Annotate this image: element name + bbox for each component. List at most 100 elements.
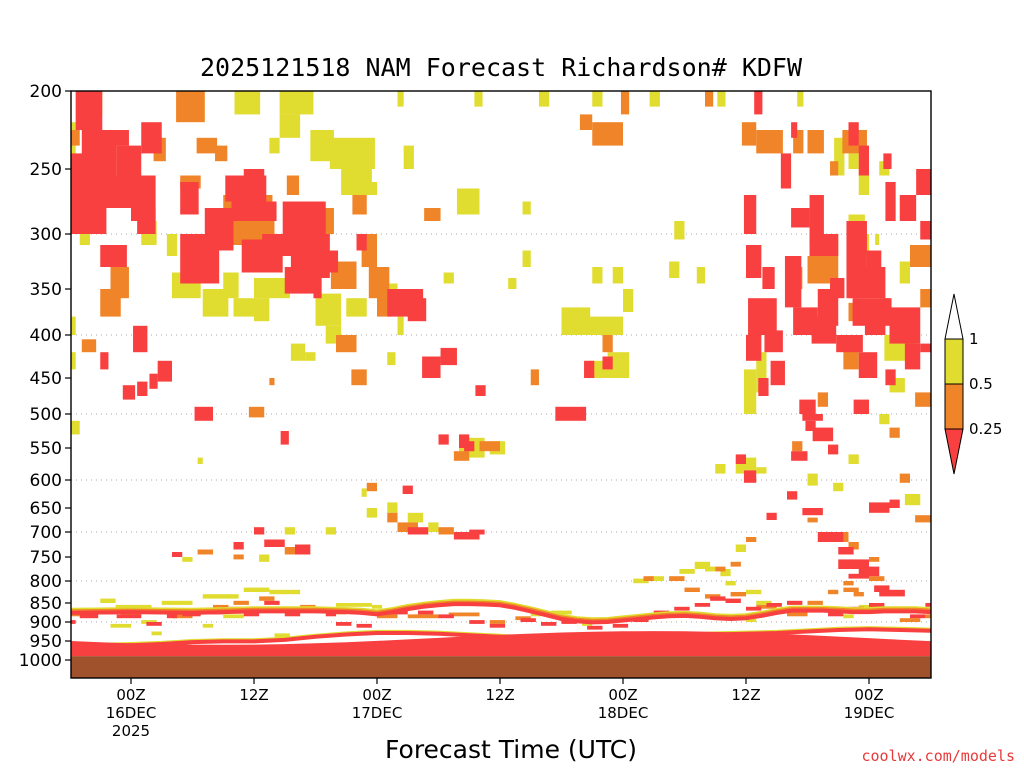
cell-0-25-0-5-10 — [215, 145, 228, 162]
credit-text: coolwx.com/models — [861, 747, 1015, 765]
cell--0-25-80 — [748, 298, 777, 335]
cell-0-25-0-5-96 — [746, 537, 757, 542]
band-2 — [71, 602, 931, 625]
cell--0-25-156 — [766, 603, 782, 607]
cell--0-25-72 — [920, 221, 931, 240]
cell--0-25-109 — [848, 573, 869, 579]
cell-0-25-0-5-24 — [579, 114, 593, 130]
cell--0-25-154 — [725, 598, 741, 603]
cell-0-5-1-41 — [346, 298, 367, 317]
cell-0-5-1-61 — [858, 169, 869, 195]
cell--0-25-75 — [754, 91, 763, 115]
cell-0-5-1-103 — [274, 633, 290, 638]
cell-0-25-0-5-33 — [830, 161, 839, 176]
x-tick-label-54-1: 18DEC — [598, 704, 649, 722]
cell--0-25-120 — [8, 611, 22, 622]
cell-0-5-1-19 — [538, 91, 550, 107]
cell-0-5-1-55 — [674, 221, 685, 240]
cell--0-25-99 — [464, 441, 475, 452]
cell-0-5-1-85 — [269, 589, 301, 595]
cell--0-25-163 — [910, 614, 926, 619]
cell--0-25-144 — [520, 618, 536, 622]
cell-0-5-1-121 — [807, 473, 818, 486]
cell--0-25-119 — [933, 298, 946, 316]
cell-0-25-0-5-17 — [352, 195, 367, 215]
cell-0-5-1-126 — [899, 261, 910, 284]
cell-0-25-0-5-28 — [741, 122, 757, 146]
cell-0-5-1-59 — [756, 352, 767, 393]
cell-0-5-1-20 — [592, 91, 603, 107]
cell--0-25-5 — [71, 182, 86, 208]
cell-0-5-1-94 — [725, 581, 736, 586]
cell-0-5-1-49 — [582, 316, 623, 335]
cell--0-25-71 — [916, 169, 931, 195]
cell-0-5-1-66 — [875, 234, 880, 245]
cell-0-5-1-123 — [848, 454, 859, 464]
cell-0-25-0-5-72 — [377, 614, 398, 619]
cell-0-5-1-113 — [182, 557, 193, 562]
legend-bin-red — [944, 428, 964, 475]
cell--0-25-101 — [453, 532, 480, 540]
cell-0-25-0-5-14 — [266, 221, 275, 245]
cell-0-5-1-95 — [746, 589, 762, 595]
cell--0-25-61 — [836, 335, 863, 353]
cell--0-25-51 — [809, 234, 839, 256]
cell-0-25-0-5-45 — [336, 335, 357, 353]
cell-0-5-1-93 — [720, 569, 731, 577]
cell--0-25-84 — [758, 378, 769, 396]
cell--0-25-39 — [194, 406, 213, 421]
cell-0-5-1-112 — [20, 532, 28, 540]
cell-0-5-1-6 — [234, 91, 261, 115]
cell-0-5-1-102 — [223, 614, 244, 619]
cell-0-25-0-5-7 — [39, 195, 64, 221]
cell-0-5-1-56 — [696, 267, 705, 284]
cell--0-25-111 — [879, 589, 905, 597]
cell--0-25-145 — [541, 622, 557, 626]
cell-0-5-1-52 — [592, 267, 603, 284]
cell-0-25-0-5-49 — [530, 369, 539, 386]
cell-0-5-1-116 — [325, 527, 336, 535]
cell-0-25-0-5-98 — [807, 517, 818, 523]
cell-0-25-0-5-44 — [110, 267, 129, 299]
cell-0-25-0-5-88 — [853, 592, 864, 597]
cell--0-25-155 — [746, 606, 762, 611]
y-tick-label-900: 900 — [30, 613, 62, 633]
cell-0-25-0-5-92 — [197, 549, 213, 555]
cell--0-25-143 — [489, 623, 506, 628]
cell-0-5-1-40 — [290, 343, 306, 361]
cell-0-5-1-84 — [243, 587, 270, 592]
cell--0-25-45 — [438, 434, 449, 445]
cell-0-5-1-128 — [879, 414, 890, 425]
cell-0-5-1-70 — [71, 420, 80, 435]
cell--0-25-115 — [869, 502, 890, 513]
cell--0-25-92 — [743, 470, 757, 483]
cell-0-25-0-5-68 — [233, 600, 249, 605]
cell-0-25-0-5-40 — [920, 289, 931, 308]
legend-bin-orange — [944, 383, 964, 430]
cell-0-25-0-5-81 — [715, 566, 726, 572]
cell--0-25-38 — [149, 373, 158, 389]
cell-0-25-0-5-103 — [899, 473, 910, 483]
cell--0-25-25 — [313, 278, 322, 299]
cell--0-25-78 — [746, 245, 762, 278]
cell--0-25-90 — [805, 420, 816, 431]
cell-0-5-1-7 — [279, 91, 314, 115]
cell--0-25-0 — [75, 91, 103, 130]
cell--0-25-102 — [469, 529, 485, 535]
cell-0-5-1-76 — [428, 522, 439, 532]
cell--0-25-134 — [284, 612, 301, 617]
cell--0-25-70 — [899, 195, 917, 221]
plot-frame — [70, 90, 932, 679]
cell--0-25-86 — [802, 414, 823, 421]
legend-label-2: 0.25 — [969, 420, 1002, 438]
cell--0-25-3 — [81, 130, 117, 162]
cell--0-25-117 — [904, 343, 921, 370]
cell-0-5-1-15 — [403, 145, 414, 169]
cell--0-25-49 — [809, 195, 824, 245]
cell--0-25-68 — [858, 145, 869, 176]
cell-0-5-1-54 — [623, 289, 634, 312]
cell-0-5-1-0 — [16, 91, 24, 130]
cell--0-25-43 — [475, 385, 486, 396]
cell--0-25-97 — [295, 544, 311, 555]
